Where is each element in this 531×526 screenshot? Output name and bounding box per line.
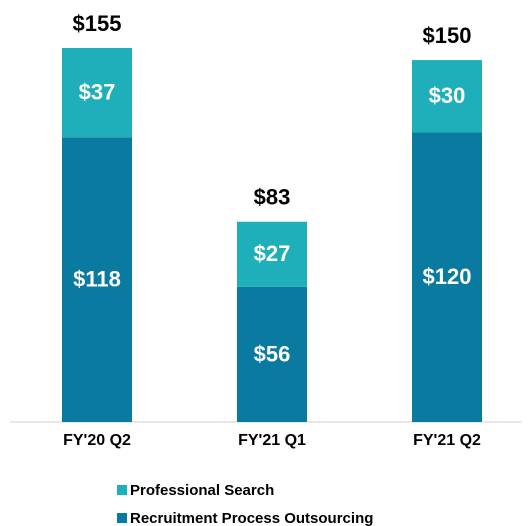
value-label: $118 xyxy=(73,266,121,291)
legend-label: Professional Search xyxy=(130,482,274,499)
x-tick-label: FY'20 Q2 xyxy=(63,432,131,449)
value-label: $56 xyxy=(254,341,291,366)
total-label: $155 xyxy=(73,11,122,36)
x-tick-label: FY'21 Q1 xyxy=(238,432,306,449)
bar-segment xyxy=(412,132,482,423)
value-label: $27 xyxy=(254,241,291,266)
bar-segment xyxy=(237,286,307,422)
bar-segment xyxy=(62,137,132,423)
x-tick-label: FY'21 Q2 xyxy=(413,432,481,449)
legend-label: Recruitment Process Outsourcing xyxy=(130,510,373,526)
value-label: $37 xyxy=(79,79,116,104)
bar-segment xyxy=(62,48,132,138)
total-label: $150 xyxy=(423,23,472,48)
legend-swatch xyxy=(117,485,127,495)
bar-segment xyxy=(412,60,482,133)
value-label: $30 xyxy=(429,83,466,108)
bar-segment xyxy=(237,221,307,287)
legend-swatch xyxy=(117,513,127,523)
value-label: $120 xyxy=(423,264,472,289)
total-label: $83 xyxy=(254,185,291,210)
